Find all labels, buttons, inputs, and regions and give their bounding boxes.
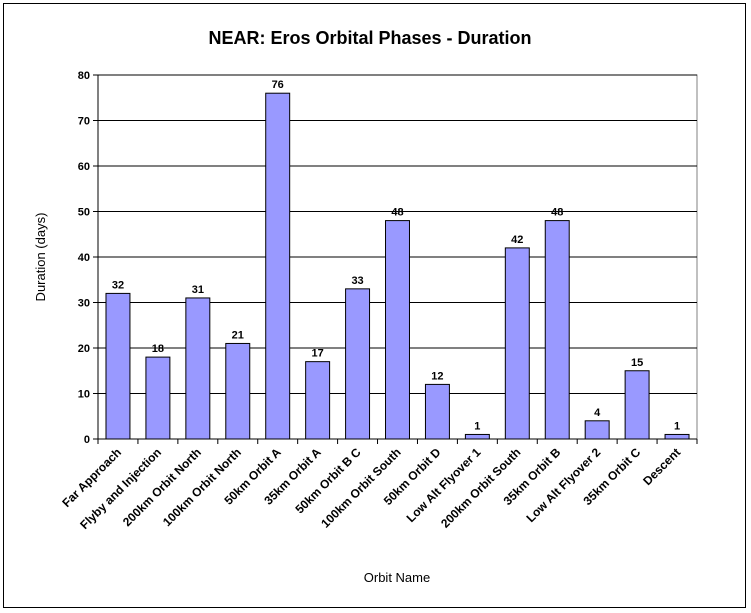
data-labels: 32 18 31 21 76 17 33 48 12 1 42 48 4 15 1 [112,79,680,432]
y-tick-label: 60 [78,161,90,173]
y-tick-label: 40 [78,252,90,264]
bar [305,361,331,440]
data-label: 18 [152,343,164,355]
data-label: 15 [631,357,643,369]
axes [93,74,698,444]
chart-title: NEAR: Eros Orbital Phases - Duration [208,28,531,48]
data-label: 48 [551,207,563,219]
y-tick-label: 20 [78,343,90,355]
bar [225,342,251,440]
bar [145,356,171,440]
data-label: 32 [112,279,124,291]
data-label: 33 [351,275,363,287]
bar [105,292,131,440]
data-label: 17 [312,348,324,360]
y-tick-label: 10 [78,389,90,401]
data-label: 42 [511,234,523,246]
bar [464,433,490,440]
bars [105,92,690,440]
x-category-label: Descent [640,445,683,488]
bar [185,297,211,440]
x-axis-title: Orbit Name [364,570,430,585]
data-label: 1 [474,420,480,432]
data-label: 31 [192,284,204,296]
data-label: 76 [272,79,284,91]
bar [265,92,291,440]
y-tick-label: 30 [78,298,90,310]
bar [385,220,410,440]
x-category-label: Low Alt Flyover 1 [404,445,484,525]
bar [424,383,450,440]
bar [624,370,650,440]
y-tick-labels: 0 10 20 30 40 50 60 70 80 [78,70,90,446]
bar [544,220,570,440]
bar [664,433,690,440]
bar [504,247,530,440]
bar [345,288,371,440]
y-tick-label: 70 [78,116,90,128]
x-category-label: Low Alt Flyover 2 [523,445,603,525]
data-label: 12 [431,370,443,382]
data-label: 1 [674,420,680,432]
y-tick-label: 50 [78,207,90,219]
y-tick-label: 80 [78,70,90,82]
bar [584,420,610,440]
y-tick-label: 0 [84,434,90,446]
data-label: 21 [232,329,244,341]
y-axis-title: Duration (days) [33,213,48,302]
data-label: 48 [391,207,403,219]
data-label: 4 [594,407,601,419]
